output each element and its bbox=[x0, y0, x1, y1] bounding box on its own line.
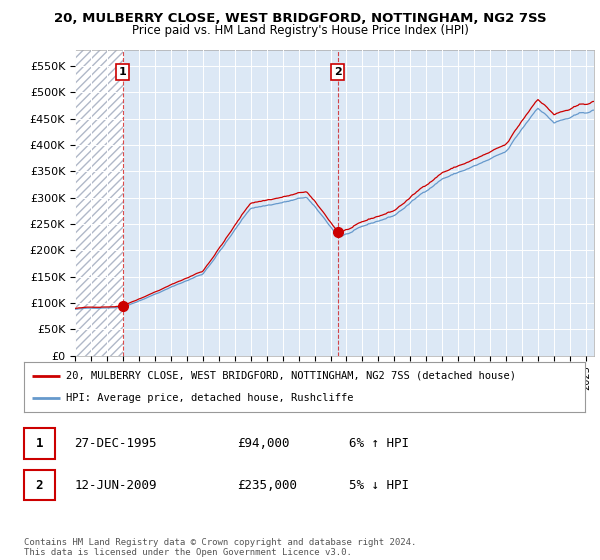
FancyBboxPatch shape bbox=[24, 428, 55, 459]
Text: 6% ↑ HPI: 6% ↑ HPI bbox=[349, 437, 409, 450]
Text: 2: 2 bbox=[334, 67, 341, 77]
Text: 20, MULBERRY CLOSE, WEST BRIDGFORD, NOTTINGHAM, NG2 7SS (detached house): 20, MULBERRY CLOSE, WEST BRIDGFORD, NOTT… bbox=[66, 371, 516, 381]
Text: 1: 1 bbox=[119, 67, 127, 77]
Text: Contains HM Land Registry data © Crown copyright and database right 2024.
This d: Contains HM Land Registry data © Crown c… bbox=[24, 538, 416, 557]
Text: 2: 2 bbox=[35, 479, 43, 492]
Text: Price paid vs. HM Land Registry's House Price Index (HPI): Price paid vs. HM Land Registry's House … bbox=[131, 24, 469, 36]
Text: 5% ↓ HPI: 5% ↓ HPI bbox=[349, 479, 409, 492]
Text: HPI: Average price, detached house, Rushcliffe: HPI: Average price, detached house, Rush… bbox=[66, 393, 353, 403]
Text: 1: 1 bbox=[35, 437, 43, 450]
Text: 27-DEC-1995: 27-DEC-1995 bbox=[74, 437, 157, 450]
Text: £235,000: £235,000 bbox=[237, 479, 297, 492]
Text: 12-JUN-2009: 12-JUN-2009 bbox=[74, 479, 157, 492]
FancyBboxPatch shape bbox=[24, 470, 55, 501]
Text: 20, MULBERRY CLOSE, WEST BRIDGFORD, NOTTINGHAM, NG2 7SS: 20, MULBERRY CLOSE, WEST BRIDGFORD, NOTT… bbox=[53, 12, 547, 25]
Text: £94,000: £94,000 bbox=[237, 437, 290, 450]
